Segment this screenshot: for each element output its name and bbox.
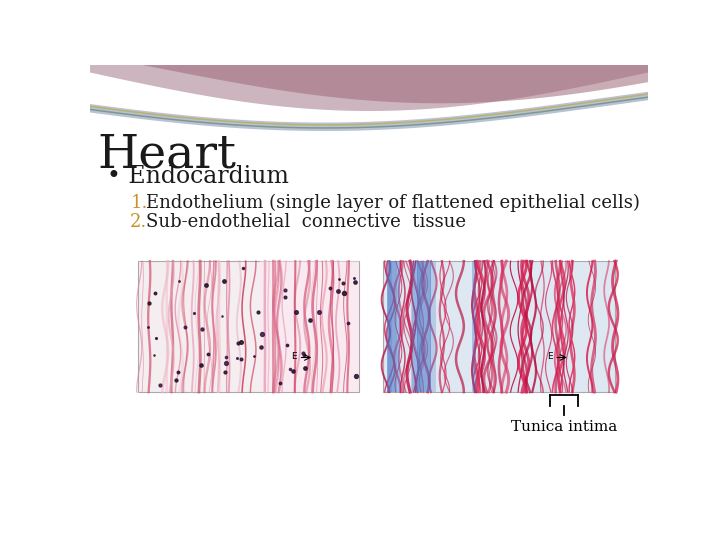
Text: Heart: Heart [98, 132, 237, 178]
Polygon shape [90, 55, 648, 103]
Polygon shape [90, 93, 648, 126]
Text: 2.: 2. [130, 213, 148, 231]
Bar [138, 261, 359, 392]
Text: • Endocardium: • Endocardium [107, 165, 289, 188]
Polygon shape [90, 91, 648, 131]
Bar [387, 261, 392, 392]
Bar [411, 261, 418, 392]
Text: Sub-endothelial  connective  tissue: Sub-endothelial connective tissue [145, 213, 466, 231]
Text: E: E [547, 352, 553, 361]
Bar [412, 261, 423, 392]
Bar [387, 261, 400, 392]
Text: Tunica intima: Tunica intima [511, 420, 618, 434]
Bar [259, 261, 359, 392]
Text: 1.: 1. [130, 194, 148, 212]
Bar [383, 261, 616, 392]
Bar [417, 261, 431, 392]
Polygon shape [90, 88, 648, 123]
Text: Endothelium (single layer of flattened epithelial cells): Endothelium (single layer of flattened e… [145, 194, 639, 212]
Polygon shape [90, 65, 648, 111]
Text: E: E [292, 352, 297, 361]
Bar [430, 261, 436, 392]
Bar [472, 261, 476, 392]
Bar [388, 261, 397, 392]
Polygon shape [90, 97, 648, 129]
